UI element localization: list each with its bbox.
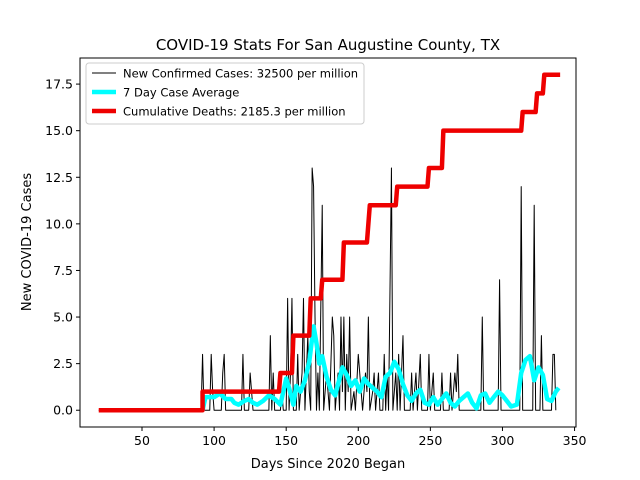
y-tick-label: 7.5 xyxy=(53,263,73,278)
y-tick-label: 0.0 xyxy=(53,403,73,418)
x-tick-label: 350 xyxy=(563,433,587,448)
legend-label-cumulative-deaths: Cumulative Deaths: 2185.3 per million xyxy=(123,105,346,119)
x-tick-label: 100 xyxy=(202,433,226,448)
legend-label-new-cases: New Confirmed Cases: 32500 per million xyxy=(123,67,358,81)
y-tick-label: 15.0 xyxy=(45,123,73,138)
legend-box xyxy=(85,62,365,125)
series-new-confirmed-cases xyxy=(98,167,557,411)
y-tick-label: 10.0 xyxy=(45,216,73,231)
legend-label-7day-average: 7 Day Case Average xyxy=(123,86,239,100)
x-tick-label: 250 xyxy=(418,433,442,448)
series-7day-case-average xyxy=(200,324,561,411)
y-axis-label: New COVID-19 Cases xyxy=(20,173,35,311)
y-tick-label: 5.0 xyxy=(53,310,73,325)
x-tick-label: 50 xyxy=(134,433,150,448)
chart-title: COVID-19 Stats For San Augustine County,… xyxy=(156,36,500,54)
legend: New Confirmed Cases: 32500 per million 7… xyxy=(85,62,365,125)
y-tick-label: 2.5 xyxy=(53,356,73,371)
x-tick-label: 150 xyxy=(274,433,298,448)
y-tick-label: 17.5 xyxy=(45,77,73,92)
x-axis-ticks: 50 100 150 200 250 300 350 xyxy=(134,427,587,448)
y-tick-label: 12.5 xyxy=(45,170,73,185)
series-cumulative-deaths xyxy=(98,72,561,413)
plot-frame xyxy=(79,57,577,428)
x-tick-label: 300 xyxy=(491,433,515,448)
series-layer xyxy=(98,72,561,413)
x-axis-label: Days Since 2020 Began xyxy=(251,457,406,472)
y-axis-ticks: 0.0 2.5 5.0 7.5 10.0 12.5 15.0 17.5 xyxy=(45,77,80,418)
x-tick-label: 200 xyxy=(346,433,370,448)
